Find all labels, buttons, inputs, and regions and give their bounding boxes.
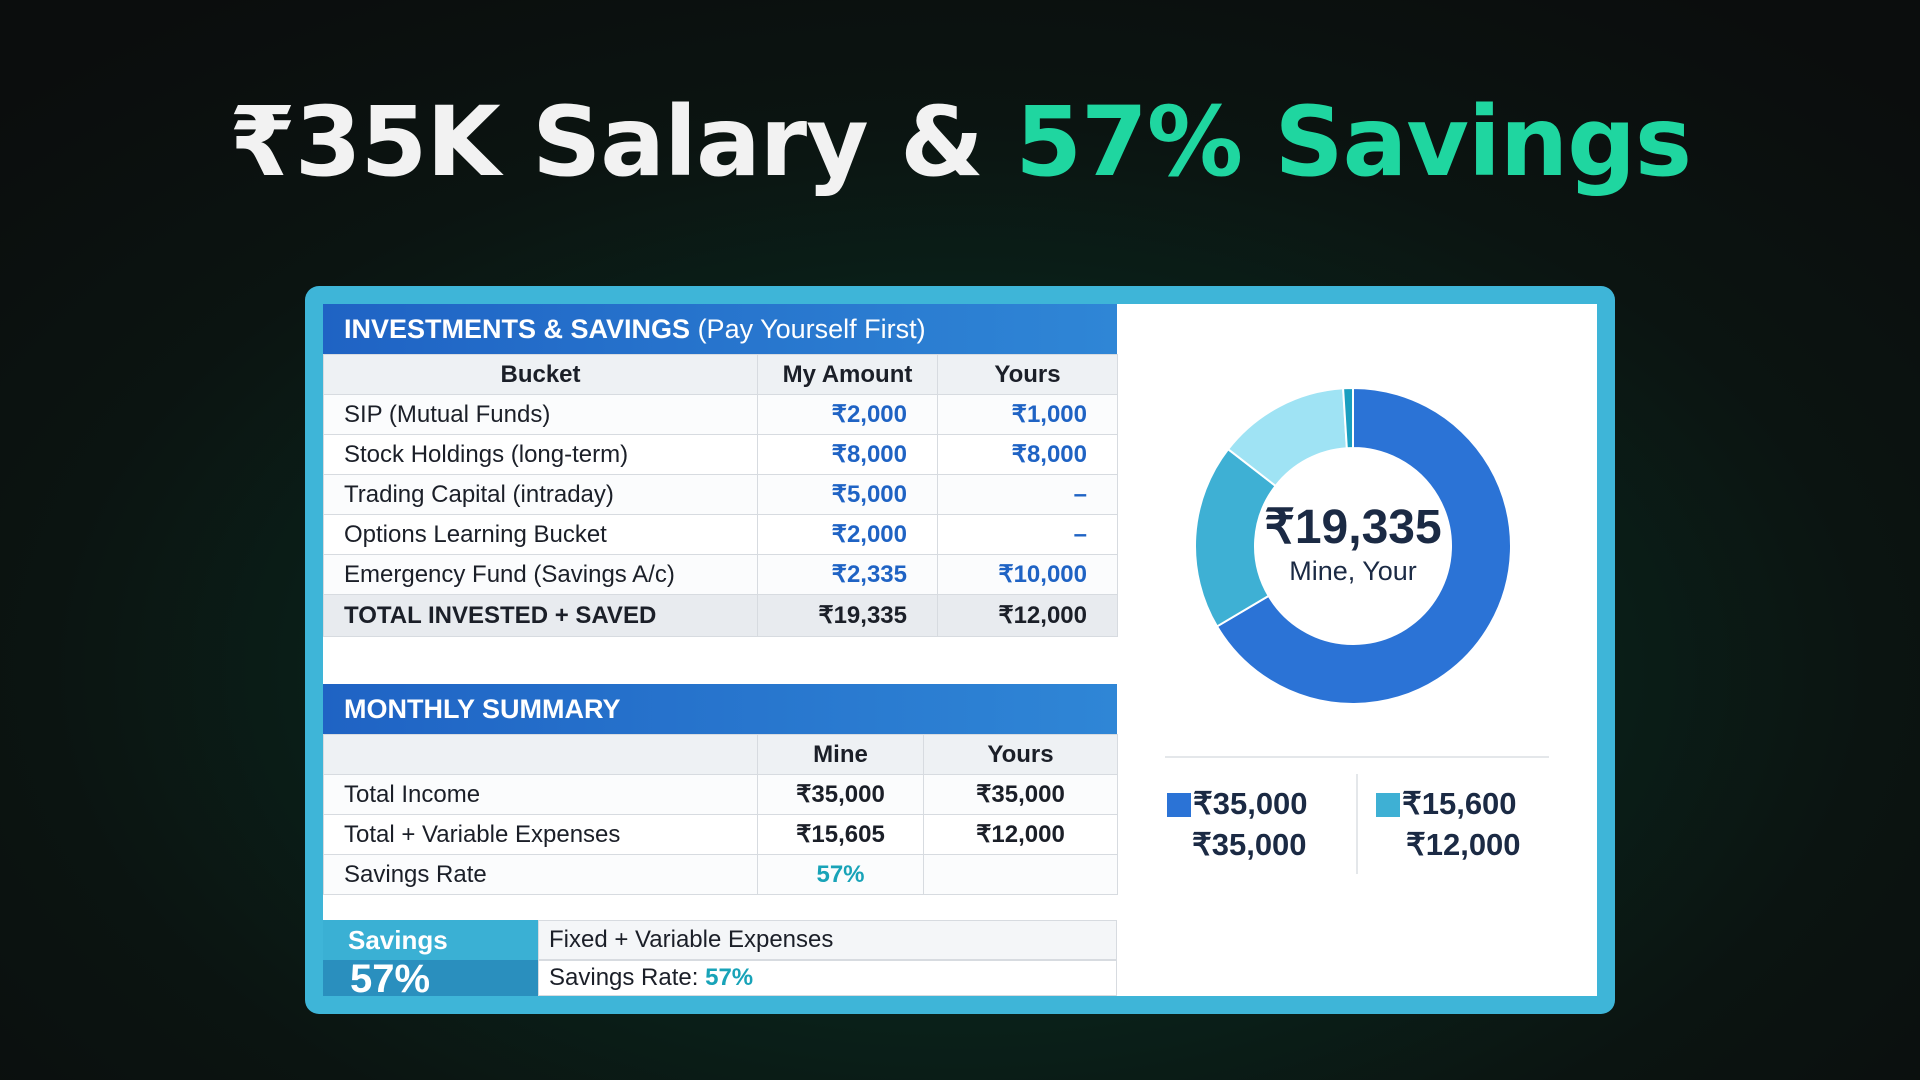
investments-title: INVESTMENTS & SAVINGS	[344, 314, 691, 344]
investments-header-row: Bucket My Amount Yours	[323, 354, 1118, 395]
table-row: Total Income ₹35,000 ₹35,000	[323, 774, 1118, 815]
summary-yours: ₹35,000	[923, 774, 1118, 815]
donut-slice	[1342, 386, 1354, 450]
headline-part1: ₹35K Salary &	[228, 86, 984, 198]
legend-separator	[1356, 774, 1358, 874]
table-row: SIP (Mutual Funds) ₹2,000 ₹1,000	[323, 394, 1118, 435]
headline-accent: 57% Savings	[1015, 86, 1692, 198]
investments-header: INVESTMENTS & SAVINGS (Pay Yourself Firs…	[323, 304, 1117, 354]
column-header: Mine	[757, 734, 924, 775]
column-header: Bucket	[323, 354, 758, 395]
bucket-cell: SIP (Mutual Funds)	[323, 394, 758, 435]
table-row: Total + Variable Expenses ₹15,605 ₹12,00…	[323, 814, 1118, 855]
my-amount-cell: ₹5,000	[757, 474, 938, 515]
summary-label: Total Income	[323, 774, 758, 815]
total-row: TOTAL INVESTED + SAVED ₹19,335 ₹12,000	[323, 594, 1118, 637]
investments-subtitle: (Pay Yourself First)	[697, 314, 926, 344]
table-row: Stock Holdings (long-term) ₹8,000 ₹8,000	[323, 434, 1118, 475]
savings-donut-chart	[1194, 386, 1512, 705]
total-yours: ₹12,000	[937, 594, 1118, 637]
column-header	[323, 734, 758, 775]
yours-cell: –	[937, 474, 1118, 515]
my-amount-cell: ₹8,000	[757, 434, 938, 475]
investments-table: Bucket My Amount Yours SIP (Mutual Funds…	[323, 354, 1118, 637]
total-label: TOTAL INVESTED + SAVED	[323, 594, 758, 637]
budget-card: INVESTMENTS & SAVINGS (Pay Yourself Firs…	[305, 286, 1615, 1014]
legend-value: ₹35,000	[1193, 786, 1308, 821]
summary-yours: ₹12,000	[923, 814, 1118, 855]
legend-swatch	[1167, 793, 1191, 817]
yours-cell: –	[937, 514, 1118, 555]
bucket-cell: Emergency Fund (Savings A/c)	[323, 554, 758, 595]
yours-cell: ₹8,000	[937, 434, 1118, 475]
column-header: Yours	[923, 734, 1118, 775]
yours-cell: ₹1,000	[937, 394, 1118, 435]
table-row: Emergency Fund (Savings A/c) ₹2,335 ₹10,…	[323, 554, 1118, 595]
donut-center-value: ₹19,335	[1264, 501, 1442, 554]
summary-table: Mine Yours Total Income ₹35,000 ₹35,000 …	[323, 734, 1118, 895]
summary-mine: ₹15,605	[757, 814, 924, 855]
donut-slice	[1215, 386, 1512, 705]
card-content: INVESTMENTS & SAVINGS (Pay Yourself Firs…	[323, 304, 1597, 999]
table-row: Savings Rate 57%	[323, 854, 1118, 895]
legend-sub: ₹35,000	[1192, 827, 1307, 862]
summary-header: MONTHLY SUMMARY	[323, 684, 1117, 734]
footer-savings-label: Savings Rate:	[549, 964, 699, 991]
column-header: Yours	[937, 354, 1118, 395]
summary-label: Total + Variable Expenses	[323, 814, 758, 855]
my-amount-cell: ₹2,000	[757, 394, 938, 435]
bucket-cell: Trading Capital (intraday)	[323, 474, 758, 515]
column-header: My Amount	[757, 354, 938, 395]
footer-savings-value: 57%	[705, 964, 754, 991]
table-row: Trading Capital (intraday) ₹5,000 –	[323, 474, 1118, 515]
summary-mine: 57%	[757, 854, 924, 895]
savings-badge-label: Savings	[323, 920, 538, 960]
legend-item: ₹15,600 ₹12,000	[1376, 784, 1546, 866]
donut-center-label: Mine, Your	[1289, 556, 1417, 586]
summary-yours	[923, 854, 1118, 895]
my-amount-cell: ₹2,335	[757, 554, 938, 595]
legend-divider	[1165, 756, 1549, 758]
legend-item: ₹35,000 ₹35,000	[1167, 784, 1337, 866]
footer-savings-row: Savings Rate: 57%	[538, 960, 1117, 996]
legend-sub: ₹12,000	[1406, 827, 1521, 862]
bucket-cell: Options Learning Bucket	[323, 514, 758, 555]
legend-swatch	[1376, 793, 1400, 817]
table-row: Options Learning Bucket ₹2,000 –	[323, 514, 1118, 555]
page-headline: ₹35K Salary & 57% Savings	[0, 89, 1920, 196]
summary-title: MONTHLY SUMMARY	[344, 694, 621, 724]
savings-badge-value: 57%	[323, 959, 538, 999]
footer-expenses-row: Fixed + Variable Expenses	[538, 920, 1117, 960]
summary-mine: ₹35,000	[757, 774, 924, 815]
legend-value: ₹15,600	[1402, 786, 1517, 821]
total-mine: ₹19,335	[757, 594, 938, 637]
my-amount-cell: ₹2,000	[757, 514, 938, 555]
yours-cell: ₹10,000	[937, 554, 1118, 595]
summary-label: Savings Rate	[323, 854, 758, 895]
summary-header-row: Mine Yours	[323, 734, 1118, 775]
bucket-cell: Stock Holdings (long-term)	[323, 434, 758, 475]
